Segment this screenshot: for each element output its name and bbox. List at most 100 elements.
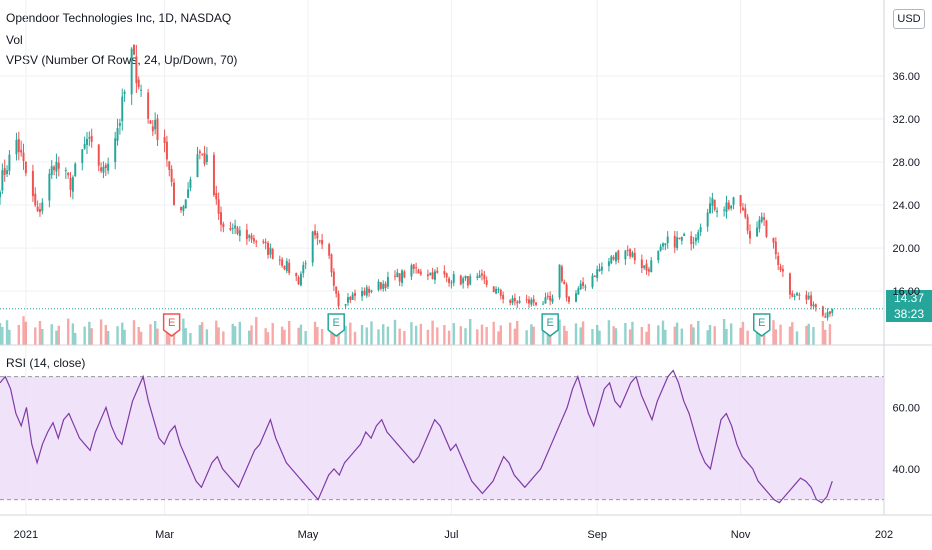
vpsv-legend[interactable]: VPSV (Number Of Rows, 24, Up/Down, 70)	[6, 53, 238, 67]
candle-body	[147, 92, 150, 119]
volume-bar	[558, 319, 561, 345]
candle-body	[466, 276, 469, 286]
volume-bar	[591, 329, 594, 345]
candle-body	[725, 202, 728, 213]
candle-body	[187, 189, 190, 198]
earnings-marker[interactable]	[541, 313, 559, 337]
candle-body	[368, 288, 371, 293]
candle-body	[492, 286, 495, 293]
candle-body	[398, 273, 401, 282]
candle-body	[575, 293, 577, 302]
earnings-marker[interactable]	[327, 313, 345, 337]
candle-body	[558, 264, 561, 298]
candle-body	[278, 259, 281, 261]
candle-body	[528, 299, 530, 304]
candle-body	[544, 297, 547, 304]
volume-bar	[189, 333, 192, 345]
candle-body	[765, 220, 768, 237]
candle-body	[525, 299, 528, 301]
earnings-marker-label: E	[168, 317, 175, 329]
volume-bar	[772, 320, 775, 345]
volume-bar	[612, 326, 615, 345]
candle-body	[659, 246, 662, 251]
volume-bar	[22, 316, 25, 345]
candle-body	[55, 161, 58, 172]
candle-body	[448, 278, 451, 283]
candle-body	[727, 202, 730, 210]
candle-body	[201, 153, 204, 155]
volume-bar	[88, 321, 91, 345]
volume-bar	[513, 328, 517, 345]
candle-body	[231, 228, 234, 230]
volume-bar	[598, 330, 601, 345]
candle-body	[236, 227, 239, 234]
currency-button[interactable]: USD	[893, 9, 925, 29]
candle-body	[412, 264, 415, 269]
candle-body	[431, 272, 434, 280]
candle-body	[774, 241, 777, 255]
candle-body	[215, 192, 218, 200]
candle-body	[499, 289, 502, 296]
candle-body	[41, 202, 44, 211]
candle-body	[283, 266, 286, 270]
volume-bar	[508, 322, 512, 345]
candle-body	[81, 149, 84, 164]
volume-bar	[624, 323, 627, 345]
volume-bar	[541, 327, 545, 345]
x-tick-label: Mar	[155, 529, 174, 541]
candle-body	[182, 206, 185, 212]
candle-body	[36, 206, 39, 212]
volume-bar	[299, 324, 303, 345]
volume-bar	[664, 329, 667, 345]
candle-body	[311, 231, 314, 263]
candle-body	[760, 216, 763, 222]
candle-body	[483, 274, 486, 280]
candle-body	[238, 230, 241, 236]
volume-bar	[697, 321, 700, 345]
volume-bar	[755, 325, 759, 345]
candle-body	[732, 197, 735, 205]
candle-body	[248, 235, 251, 238]
candle-body	[316, 233, 319, 239]
volume-bar	[255, 317, 258, 345]
volume-bar	[762, 328, 766, 345]
candle-body	[53, 166, 56, 171]
candle-body	[229, 227, 232, 230]
candle-body	[217, 199, 220, 214]
candle-body	[509, 300, 512, 303]
earnings-marker[interactable]	[162, 313, 181, 337]
volume-bar	[661, 320, 665, 345]
candle-body	[560, 266, 563, 282]
candle-body	[749, 231, 751, 239]
price-tick-label: 24.00	[892, 200, 920, 212]
candle-body	[184, 199, 187, 209]
candle-body	[285, 261, 288, 272]
candle-body	[746, 216, 749, 231]
earnings-marker[interactable]	[752, 313, 771, 337]
earnings-marker-label: E	[333, 317, 340, 329]
volume-bar	[419, 323, 423, 345]
volume-bar	[628, 329, 632, 345]
volume-bar	[563, 325, 566, 345]
candle-body	[250, 235, 253, 240]
candle-body	[354, 292, 356, 296]
candle-body	[396, 272, 399, 278]
candle-body	[203, 152, 206, 165]
volume-bar	[469, 319, 472, 345]
candle-body	[38, 208, 41, 213]
candle-body	[678, 237, 681, 239]
candle-body	[626, 249, 629, 251]
candle-body	[288, 262, 291, 273]
candle-body	[245, 229, 248, 240]
chart-title[interactable]: Opendoor Technologies Inc, 1D, NASDAQ	[6, 11, 232, 25]
vol-legend[interactable]: Vol	[6, 33, 23, 47]
candle-body	[90, 135, 93, 142]
candle-body	[577, 288, 580, 295]
volume-bar	[106, 331, 110, 345]
volume-bar	[5, 320, 9, 345]
candle-body	[198, 151, 201, 154]
volume-bar	[614, 328, 618, 345]
candle-body	[172, 182, 175, 205]
